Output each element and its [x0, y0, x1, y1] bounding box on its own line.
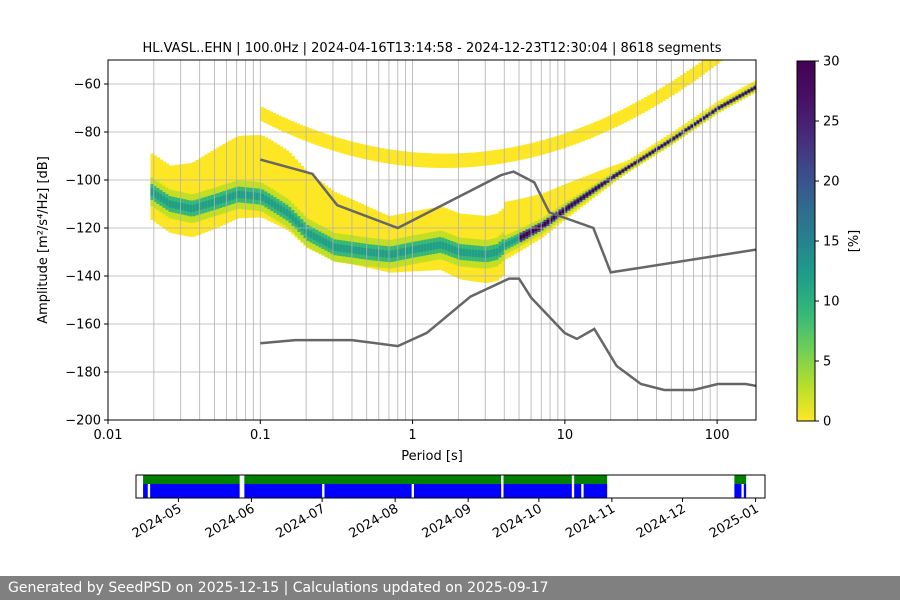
coverage-segment-green	[244, 475, 502, 484]
coverage-segment-blue	[734, 484, 742, 498]
y-tick-label: −100	[65, 174, 101, 189]
grid-lines	[107, 60, 756, 421]
y-tick-label: −140	[65, 270, 101, 285]
colorbar-tick-label: 0	[823, 415, 831, 430]
nhnm-curve	[259, 158, 756, 274]
colorbar-tick-label: 25	[823, 115, 840, 130]
psd-density	[150, 60, 756, 283]
y-tick-label: −80	[74, 126, 101, 141]
coverage-segment-blue	[143, 484, 148, 498]
x-tick-label: 10	[557, 428, 574, 443]
coverage-segment-blue	[503, 484, 572, 498]
timeline-tick-label: 2024-12	[634, 501, 689, 541]
colorbar-tick-label: 30	[823, 55, 840, 70]
timeline-tick-label: 2024-05	[130, 501, 185, 541]
colorbar-tick-label: 5	[823, 355, 831, 370]
timeline-tick-label: 2024-07	[274, 501, 329, 541]
y-tick-label: −160	[65, 318, 101, 333]
colorbar-tick-label: 10	[823, 295, 840, 310]
x-axis: 0.01 0.1 1 10 100	[94, 420, 730, 443]
y-axis: −60 −80 −100 −120 −140 −160 −180 −200	[65, 78, 108, 429]
x-tick-label: 0.01	[94, 428, 123, 443]
footer-text: Generated by SeedPSD on 2025-12-15 | Cal…	[8, 580, 549, 596]
colorbar-ticks: 0 5 10 15 20 25 30	[815, 55, 840, 430]
plot-frame	[107, 59, 757, 421]
coverage-segment-blue	[583, 484, 608, 498]
x-axis-label: Period [s]	[401, 449, 463, 464]
timeline-tick-label: 2025-01	[707, 501, 762, 541]
coverage-segment-green	[143, 475, 240, 484]
y-tick-label: −180	[65, 366, 101, 381]
nlnm-curve	[260, 277, 756, 392]
timeline-tick-label: 2024-06	[203, 501, 258, 541]
timeline-frame	[135, 474, 766, 499]
footer-bar: Generated by SeedPSD on 2025-12-15 | Cal…	[0, 576, 900, 600]
coverage-segment-blue	[743, 484, 747, 498]
coverage-segment-blue	[324, 484, 412, 498]
timeline-tick-label: 2024-10	[490, 501, 545, 541]
timeline-tick-label: 2024-08	[347, 501, 402, 541]
colorbar-tick-label: 20	[823, 175, 840, 190]
y-tick-label: −120	[65, 222, 101, 237]
y-tick-label: −200	[65, 414, 101, 429]
y-axis-label: Amplitude [m²/s⁴/Hz] [dB]	[36, 156, 51, 324]
coverage-segment-green	[574, 475, 608, 484]
x-tick-label: 0.1	[250, 428, 271, 443]
x-tick-label: 100	[705, 428, 730, 443]
data-coverage-timeline: 2024-05 2024-06 2024-07 2024-08 2024-09 2024-…	[130, 474, 766, 542]
coverage-segment-green	[734, 475, 747, 484]
colorbar-label: [%]	[847, 230, 862, 253]
coverage-segment-blue	[574, 484, 582, 498]
coverage-segment-green	[503, 475, 572, 484]
x-tick-label: 1	[408, 428, 416, 443]
chart-title: HL.VASL..EHN | 100.0Hz | 2024-04-16T13:1…	[142, 41, 721, 56]
timeline-tick-label: 2024-11	[563, 501, 618, 541]
coverage-segment-blue	[413, 484, 502, 498]
coverage-segment-blue	[244, 484, 323, 498]
coverage-segment-blue	[150, 484, 240, 498]
colorbar	[796, 60, 816, 422]
colorbar-tick-label: 15	[823, 235, 840, 250]
y-tick-label: −60	[74, 78, 101, 93]
timeline-tick-label: 2024-09	[420, 501, 475, 541]
